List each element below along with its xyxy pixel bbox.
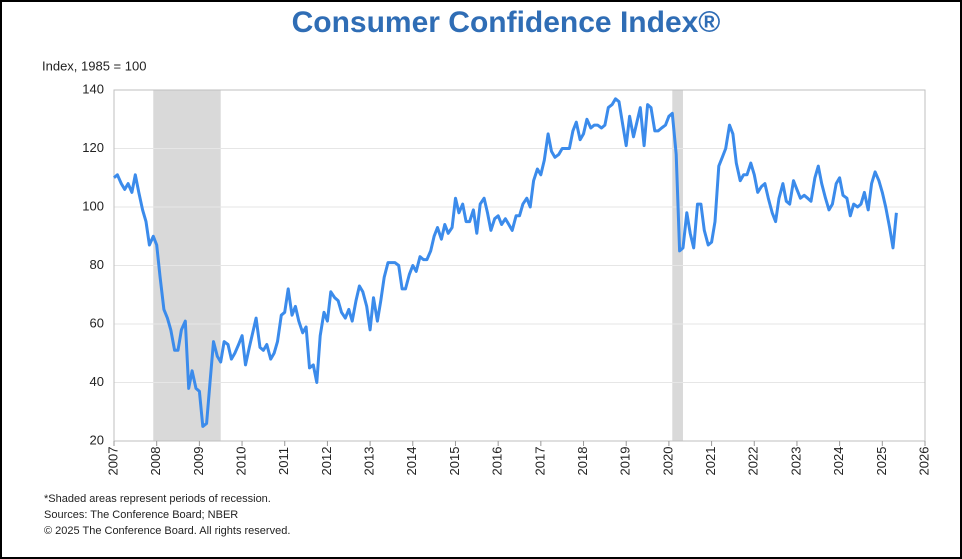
x-tick-label: 2018 <box>575 447 590 476</box>
footnote: Sources: The Conference Board; NBER <box>44 509 238 521</box>
chart-title: Consumer Confidence Index® <box>292 6 721 39</box>
x-tick-label: 2011 <box>276 447 291 475</box>
x-tick-label: 2010 <box>233 447 248 476</box>
x-tick-label: 2013 <box>362 447 377 476</box>
x-tick-label: 2015 <box>447 447 462 476</box>
x-tick-label: 2016 <box>490 447 505 476</box>
footnote: © 2025 The Conference Board. All rights … <box>44 525 290 537</box>
x-tick-label: 2012 <box>319 447 334 476</box>
x-tick-label: 2014 <box>404 447 419 476</box>
data-line <box>113 97 898 428</box>
footnote: *Shaded areas represent periods of reces… <box>44 493 271 505</box>
x-tick-label: 2025 <box>874 447 889 476</box>
x-tick-label: 2021 <box>703 447 718 476</box>
x-tick-label: 2007 <box>105 447 120 476</box>
x-tick-label: 2023 <box>788 447 803 476</box>
x-tick-label: 2022 <box>746 447 761 476</box>
y-tick-label: 20 <box>90 432 104 447</box>
x-tick-label: 2008 <box>148 447 163 476</box>
plot-border <box>113 89 926 442</box>
x-tick-label: 2009 <box>191 447 206 476</box>
y-tick-label: 140 <box>82 81 104 96</box>
y-tick-label: 100 <box>82 198 104 213</box>
y-tick-label: 80 <box>90 257 104 272</box>
x-tick-label: 2026 <box>916 447 931 476</box>
y-axis-label: Index, 1985 = 100 <box>42 58 146 73</box>
x-tick-label: 2017 <box>532 447 547 476</box>
x-tick-label: 2024 <box>831 447 846 476</box>
y-tick-label: 40 <box>90 374 104 389</box>
x-tick-label: 2020 <box>660 447 675 476</box>
y-tick-label: 120 <box>82 140 104 155</box>
x-tick-label: 2019 <box>618 447 633 476</box>
y-tick-label: 60 <box>90 315 104 330</box>
